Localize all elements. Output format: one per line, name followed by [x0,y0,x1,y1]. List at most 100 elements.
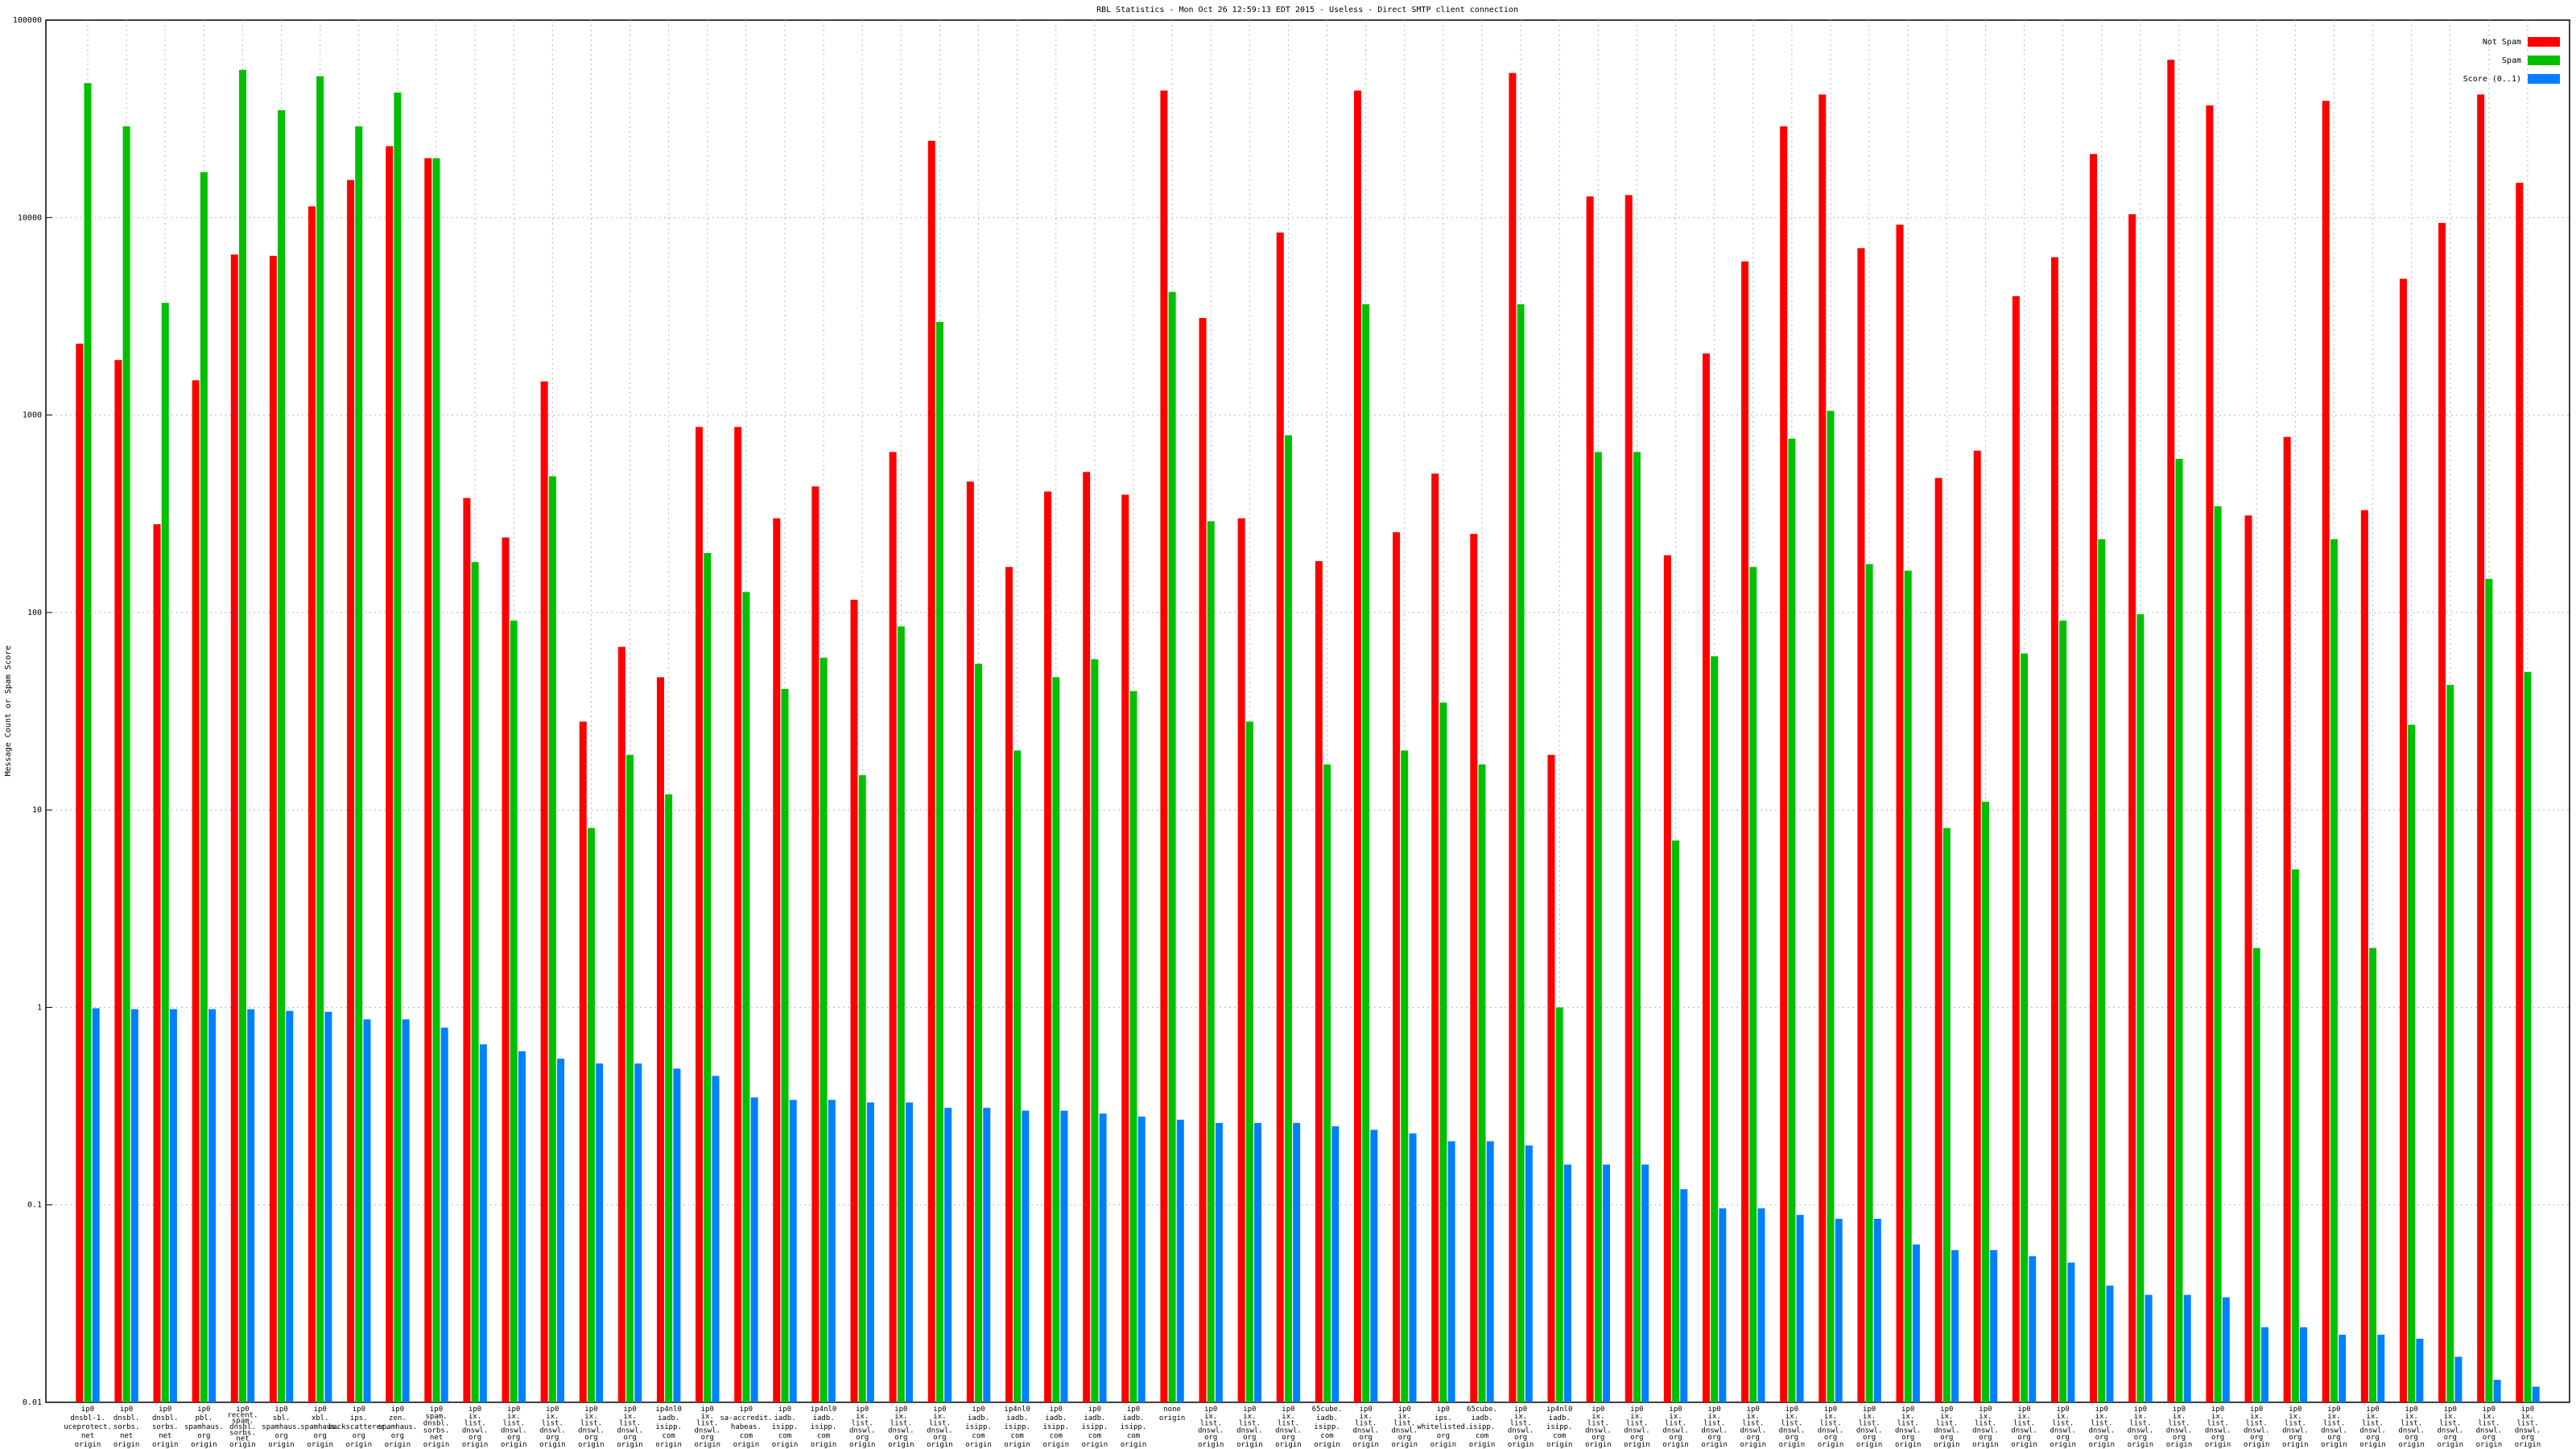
x-tick-label-line: ip0 [1979,1406,1992,1414]
x-tick-label: ip0 ix. list. dnswl. org origin [1895,1406,1922,1449]
x-tick-label: ip0 ix. list. dnswl. org origin [888,1406,914,1449]
x-tick-label-line: ip0 [2017,1406,2030,1414]
x-tick-label-line: ix. [1204,1412,1217,1420]
x-tick-label-line: org [314,1432,327,1440]
bar [278,109,286,1402]
x-tick-label-line: sorbs. [152,1423,179,1431]
x-tick-label-line: ip0 [1050,1406,1063,1414]
x-tick-label-line: ip0 [856,1406,869,1414]
bar [76,343,84,1403]
x-tick-label: ip0 ix. list. dnswl. org origin [1198,1406,1224,1449]
x-tick-label-line: origin [1275,1441,1302,1449]
x-tick-label-line: iadb. [1045,1414,1067,1422]
x-tick-label-line: org [2327,1434,2340,1442]
bar [696,427,704,1402]
x-tick-label-line: ip0 [740,1406,753,1414]
bar [2145,1294,2153,1402]
x-tick-label-line: com [817,1432,830,1440]
x-tick-label-line: list. [929,1419,951,1427]
x-tick-label-line: spamhaus. [300,1423,340,1431]
x-tick-label-line: origin [1740,1441,1767,1449]
x-tick-label-line: ix. [1360,1412,1373,1420]
bar [324,1011,332,1402]
x-tick-label-line: org [701,1434,714,1442]
x-tick-label-line: 65cube. [1312,1406,1343,1414]
x-tick-label-line: dnswl. [2011,1426,2037,1435]
x-tick-label-line: list. [1510,1419,1532,1427]
x-tick-label-line: org [2057,1434,2070,1442]
x-tick-label-line: ip0 [391,1406,404,1414]
bar [2485,579,2493,1402]
x-tick-label-line: origin [655,1441,682,1449]
bar [2136,614,2145,1402]
x-tick-label-line: list. [1859,1419,1880,1427]
x-tick-label-line: ip0 [159,1406,171,1414]
x-tick-label-line: org [623,1434,636,1442]
x-tick-label-line: ip0 [1282,1406,1294,1414]
x-tick-label-line: ix. [701,1412,714,1420]
x-tick-label: ip4nl0 iadb. isipp. com origin [1004,1406,1030,1449]
x-tick-label-line: org [1398,1434,1411,1442]
x-tick-label-line: dnswl. [1508,1426,1534,1435]
x-tick-label-line: ix. [1708,1412,1721,1420]
x-tick-label-line: ip0 [1243,1406,1256,1414]
bar [1091,658,1099,1402]
x-tick-label-line: ip0 [1940,1406,1953,1414]
x-tick-label-line: dnswl. [578,1426,605,1435]
bar [192,380,200,1402]
x-tick-label-line: whitelisted. [1417,1423,1469,1431]
x-tick-label-line: ip0 [1360,1406,1373,1414]
bar [2330,539,2338,1402]
bar [286,1010,294,1402]
bar [587,828,595,1402]
x-tick-label: ip0 ix. list. dnswl. org origin [2244,1406,2270,1449]
bar [1586,196,1594,1402]
x-tick-label: ip0 ix. list. dnswl. org origin [578,1406,605,1449]
x-tick-label: ip0 ix. list. dnswl. org origin [2128,1406,2154,1449]
x-tick-label-line: dnswl. [1198,1426,1224,1435]
x-tick-label-line: ip0 [2366,1406,2379,1414]
bar [363,1019,371,1402]
x-tick-label: ip0 ix. list. dnswl. org origin [1508,1406,1534,1449]
x-tick-label: ip0 ix. list. dnswl. org origin [2166,1406,2193,1449]
x-tick-label-line: origin [965,1441,992,1449]
bar [394,92,402,1403]
bar [1447,1141,1455,1402]
x-tick-label-line: spam. [425,1412,447,1420]
bar [1757,1208,1765,1402]
bar [1741,261,1749,1403]
x-tick-label-line: origin [2321,1441,2347,1449]
bar [1942,828,1951,1402]
x-tick-label: ip0 ix. list. dnswl. org origin [2050,1406,2076,1449]
x-tick-label: none origin [1159,1406,1186,1422]
x-tick-label-line: ix. [1282,1412,1294,1420]
x-tick-label-line: ix. [2327,1412,2340,1420]
bar [2067,1262,2075,1402]
x-tick-label: ip0 ix. list. dnswl. org origin [617,1406,643,1449]
bar [1478,764,1486,1402]
x-tick-label-line: iadb. [1122,1414,1144,1422]
x-tick-label-line: list. [696,1419,718,1427]
x-tick-label-line: ip0 [2095,1406,2108,1414]
x-tick-label-line: list. [2516,1419,2538,1427]
bar [471,562,479,1402]
bar [2206,105,2214,1403]
x-tick-label-line: origin [191,1441,217,1449]
x-tick-label: ip0 ix. list. dnswl. org origin [2359,1406,2386,1449]
bar [1990,1249,1998,1402]
x-tick-label-line: dnswl. [1740,1426,1767,1435]
bar [1099,1113,1107,1402]
x-tick-label-line: dnswl. [1972,1426,1999,1435]
bar [1013,750,1022,1402]
bar [1865,564,1873,1402]
x-tick-label-line: origin [1352,1441,1379,1449]
bar [479,1044,487,1402]
x-tick-label-line: org [2250,1434,2263,1442]
bar [596,1063,604,1402]
x-tick-label-line: 65cube. [1467,1406,1497,1414]
x-tick-label-line: origin [849,1441,876,1449]
x-tick-label-line: org [1940,1434,1953,1442]
x-tick-label-line: org [2444,1434,2457,1442]
bar [789,1100,797,1402]
x-tick-label-line: ix. [2017,1412,2030,1420]
